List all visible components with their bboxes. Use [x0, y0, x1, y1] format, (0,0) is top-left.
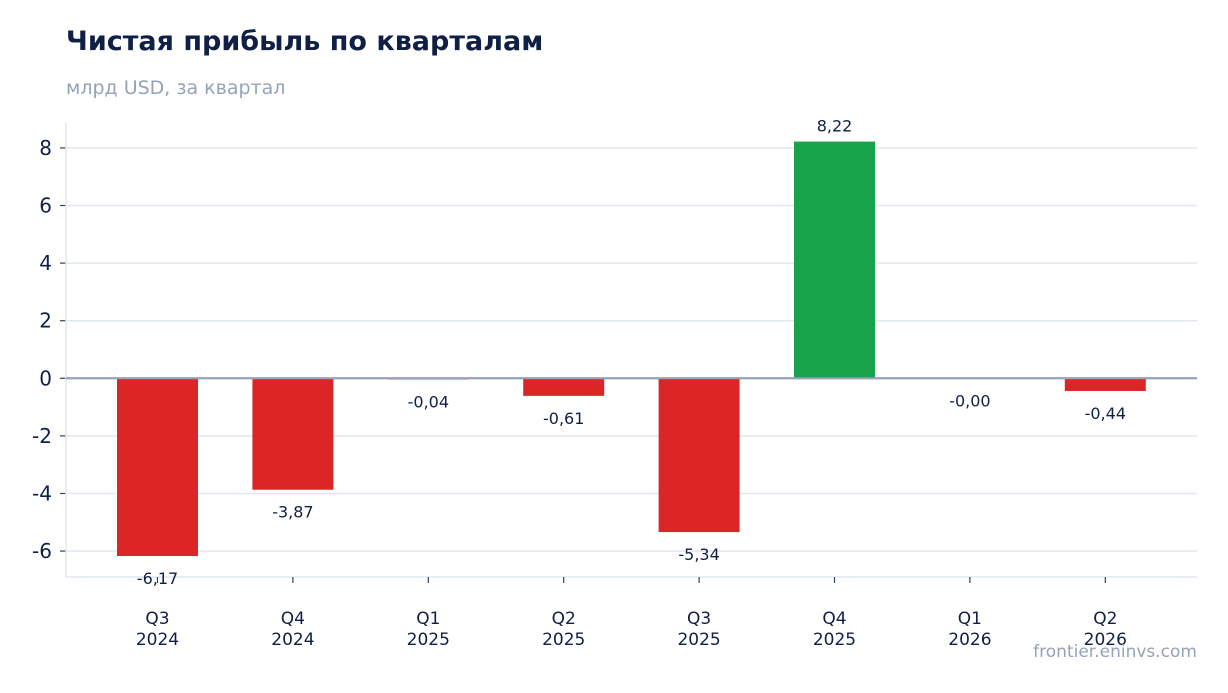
- bars: [117, 141, 1146, 556]
- y-tick-label: -4: [32, 481, 52, 505]
- bar: [658, 378, 740, 533]
- y-tick-label: 2: [39, 309, 52, 333]
- x-tick-label-year: 2026: [948, 630, 991, 650]
- y-tick-labels: -6 -4 -2 0 2 4 6 8: [32, 136, 52, 563]
- x-tick-label-quarter: Q1: [958, 609, 982, 629]
- value-label: -0,00: [949, 391, 990, 410]
- x-tick-label-year: 2025: [677, 630, 720, 650]
- y-tick-label: 4: [39, 251, 52, 275]
- x-tick-label-year: 2025: [813, 630, 856, 650]
- y-tick-label: 6: [39, 194, 52, 218]
- bar: [252, 378, 334, 490]
- bar: [523, 378, 605, 396]
- x-tick-label-year: 2024: [136, 630, 179, 650]
- x-tick-label-quarter: Q4: [822, 609, 846, 629]
- value-label: -3,87: [272, 503, 313, 522]
- value-label: -0,44: [1085, 404, 1126, 423]
- x-tick-label-quarter: Q4: [281, 609, 305, 629]
- value-label: -0,04: [408, 392, 449, 411]
- x-tick-label-year: 2025: [542, 630, 585, 650]
- bar: [117, 378, 198, 556]
- value-label: 8,22: [817, 117, 853, 136]
- x-tick-label-quarter: Q3: [687, 609, 711, 629]
- value-label: -5,34: [678, 545, 719, 564]
- x-tick-label-year: 2024: [271, 630, 314, 650]
- y-tick-label: -6: [32, 539, 52, 563]
- x-tick-labels: Q32024Q42024Q12025Q22025Q32025Q42025Q120…: [136, 609, 1127, 650]
- bar: [794, 141, 875, 379]
- value-label: -6,17: [137, 569, 178, 588]
- value-label: -0,61: [543, 409, 584, 428]
- axes: [60, 122, 1197, 583]
- y-tick-label: -2: [32, 424, 52, 448]
- bar: [1064, 378, 1146, 391]
- y-tick-label: 8: [39, 136, 52, 160]
- chart-subtitle: млрд USD, за квартал: [66, 77, 286, 99]
- x-tick-label-year: 2025: [407, 630, 450, 650]
- x-tick-label-quarter: Q2: [552, 609, 576, 629]
- source-watermark: frontier.eninvs.com: [1033, 642, 1197, 662]
- chart-title: Чистая прибыль по кварталам: [66, 26, 544, 57]
- x-tick-label-year: 2026: [1084, 630, 1127, 650]
- x-tick-label-quarter: Q1: [416, 609, 440, 629]
- x-tick-label-quarter: Q3: [145, 609, 169, 629]
- grid-lines: [66, 147, 1197, 552]
- x-tick-label-quarter: Q2: [1093, 609, 1117, 629]
- y-tick-label: 0: [39, 366, 52, 390]
- value-labels: -6,17 -3,87 -0,04 -0,61 -5,34 8,22 -0,00 -0,44: [137, 117, 1126, 588]
